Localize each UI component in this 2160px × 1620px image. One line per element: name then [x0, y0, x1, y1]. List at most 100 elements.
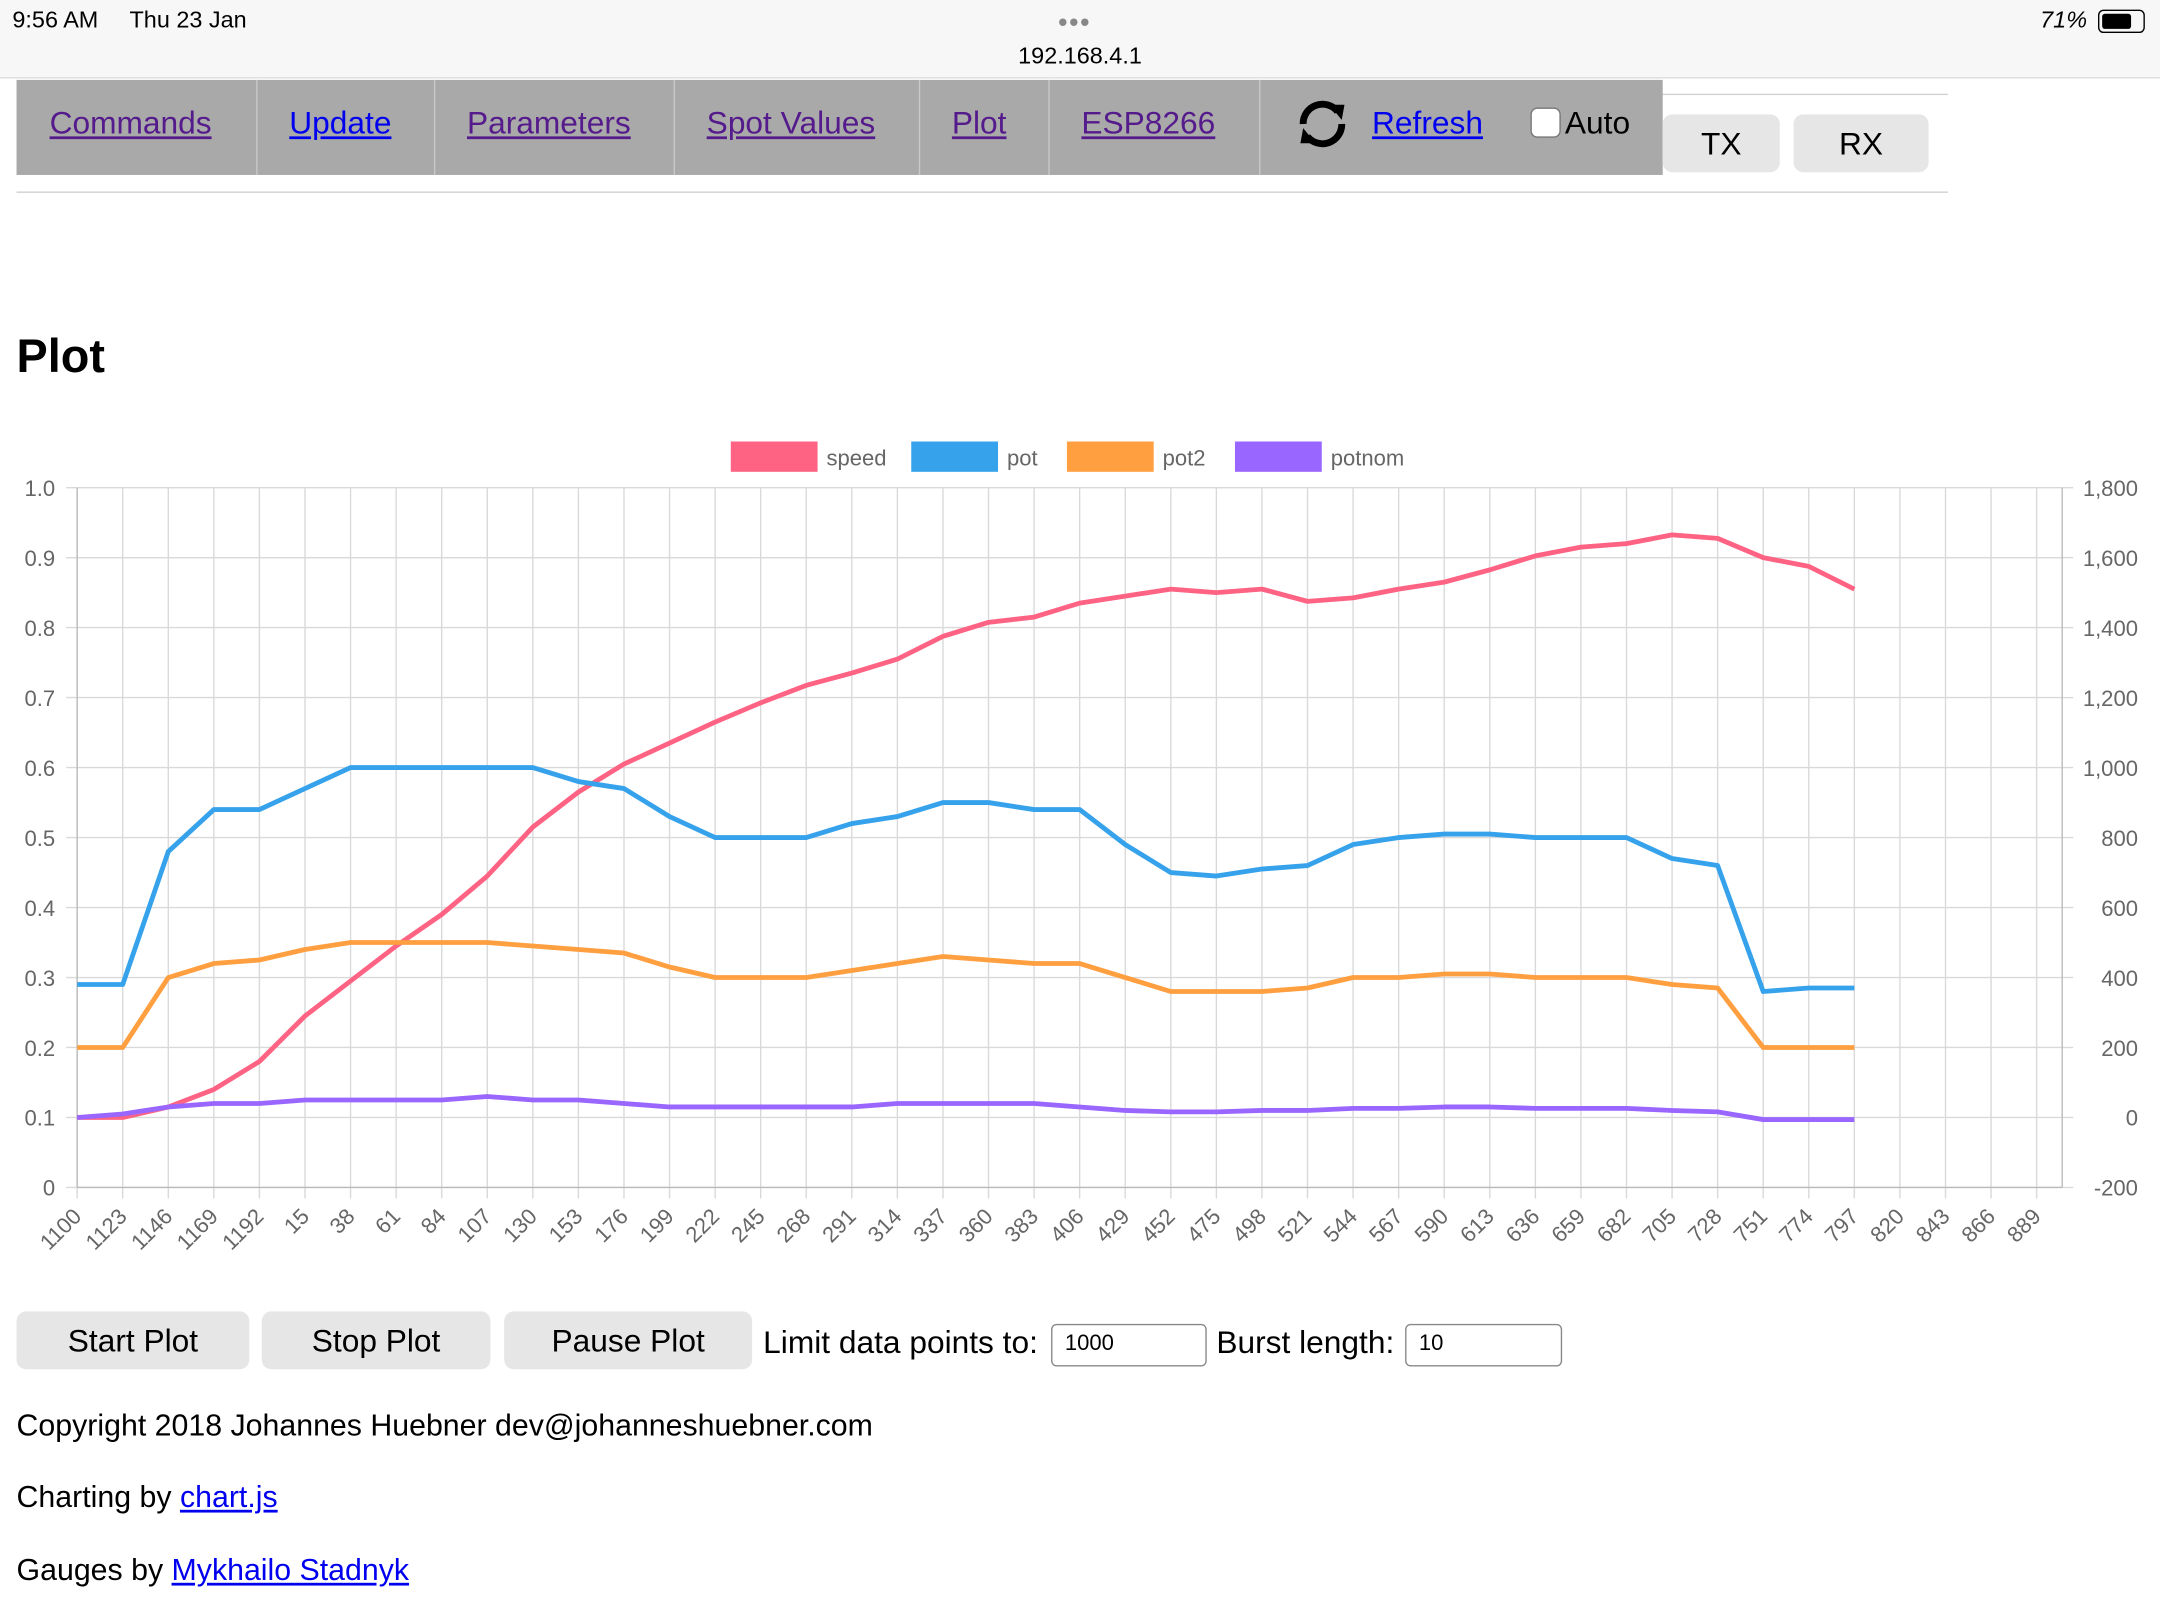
x-tick-label: 360: [954, 1204, 998, 1248]
legend-swatch: [730, 441, 818, 472]
x-tick-label: 498: [1227, 1204, 1271, 1248]
y2-tick-label: 800: [2101, 826, 2138, 851]
y-tick-label: 0.7: [24, 686, 55, 711]
x-tick-label: 406: [1045, 1204, 1089, 1248]
y2-tick-label: 1,400: [2083, 616, 2138, 641]
y2-tick-label: 600: [2101, 896, 2138, 921]
tx-button[interactable]: TX: [1662, 114, 1780, 173]
x-tick-label: 314: [863, 1204, 907, 1248]
footer-text: Charting by chart.js: [17, 1479, 278, 1515]
y-tick-label: 0: [43, 1176, 55, 1201]
y-tick-label: 1.0: [24, 476, 55, 501]
x-tick-label: 245: [726, 1204, 770, 1248]
series-line: [77, 765, 1855, 994]
url[interactable]: 192.168.4.1: [1018, 42, 1142, 69]
x-tick-label: 728: [1683, 1204, 1727, 1248]
x-tick-label: 590: [1410, 1204, 1454, 1248]
y2-tick-label: 0: [2126, 1106, 2138, 1131]
y-tick-label: 0.3: [24, 966, 55, 991]
legend-swatch: [1234, 441, 1322, 472]
y2-tick-label: 1,600: [2083, 546, 2138, 571]
refresh-icon[interactable]: [1292, 96, 1353, 151]
start-button[interactable]: Start Plot: [16, 1311, 250, 1370]
x-tick-label: 682: [1592, 1204, 1636, 1248]
y2-tick-label: -200: [2094, 1176, 2138, 1201]
nav-link[interactable]: Spot Values: [706, 104, 876, 141]
x-tick-label: 38: [325, 1204, 360, 1239]
limit-input[interactable]: 1000: [1051, 1323, 1207, 1367]
y2-tick-label: 1,000: [2083, 756, 2138, 781]
nav-bar: [16, 79, 1663, 175]
y-tick-label: 0.6: [24, 756, 55, 781]
x-tick-label: 337: [908, 1204, 952, 1248]
legend-swatch: [1066, 441, 1154, 472]
series-line: [77, 532, 1856, 1120]
x-tick-label: 199: [635, 1204, 679, 1248]
x-tick-label: 1146: [126, 1204, 177, 1255]
x-tick-label: 15: [279, 1204, 314, 1239]
pause-button[interactable]: Pause Plot: [504, 1311, 753, 1370]
y2-tick-label: 400: [2101, 966, 2138, 991]
x-tick-label: 61: [370, 1204, 405, 1239]
limit-label: Limit data points to:: [763, 1323, 1038, 1360]
y2-tick-label: 1,800: [2083, 476, 2138, 501]
footer-link[interactable]: chart.js: [179, 1479, 278, 1514]
y-tick-label: 0.2: [24, 1036, 55, 1061]
x-tick-label: 268: [772, 1204, 816, 1248]
x-tick-label: 429: [1091, 1204, 1135, 1248]
burst-input[interactable]: 10: [1405, 1323, 1563, 1367]
footer-link[interactable]: Mykhailo Stadnyk: [171, 1552, 410, 1587]
rx-button[interactable]: RX: [1793, 114, 1929, 173]
divider: [16, 191, 1948, 193]
y-tick-label: 0.4: [24, 896, 55, 921]
refresh-link[interactable]: Refresh: [1372, 104, 1483, 141]
burst-label: Burst length:: [1216, 1323, 1395, 1360]
nav-link[interactable]: Parameters: [466, 104, 631, 141]
x-tick-label: 820: [1865, 1204, 1909, 1248]
battery: 71%: [2040, 6, 2088, 34]
nav-link[interactable]: ESP8266: [1081, 104, 1216, 141]
x-tick-label: 130: [498, 1204, 542, 1248]
x-tick-label: 636: [1501, 1204, 1545, 1248]
date: Thu 23 Jan: [129, 6, 247, 34]
x-tick-label: 751: [1729, 1204, 1773, 1248]
legend-swatch: [911, 441, 999, 472]
dots: •••: [1057, 8, 1092, 39]
x-tick-label: 452: [1136, 1204, 1180, 1248]
auto-label: Auto: [1564, 104, 1631, 141]
copyright: Copyright 2018 Johannes Huebner dev@joha…: [16, 1407, 873, 1443]
y-tick-label: 0.8: [24, 616, 55, 641]
x-tick-label: 613: [1455, 1204, 1499, 1248]
x-tick-label: 84: [416, 1204, 451, 1239]
x-tick-label: 797: [1820, 1204, 1864, 1248]
y-tick-label: 0.5: [24, 826, 55, 851]
series-line: [77, 940, 1855, 1050]
x-tick-label: 866: [1956, 1204, 2000, 1248]
series-line: [76, 1094, 1855, 1122]
footer-prefix: Gauges by: [16, 1552, 164, 1587]
x-tick-label: 1123: [81, 1204, 132, 1255]
footer-prefix: Charting by: [16, 1479, 172, 1514]
y-tick-label: 0.9: [24, 546, 55, 571]
nav-link[interactable]: Plot: [951, 104, 1007, 141]
y2-tick-label: 200: [2101, 1036, 2138, 1061]
heading: Plot: [16, 330, 105, 383]
x-tick-label: 567: [1364, 1204, 1408, 1248]
x-tick-label: 383: [999, 1204, 1043, 1248]
footer-text: Gauges by Mykhailo Stadnyk: [17, 1552, 410, 1588]
y2-tick-label: 1,200: [2083, 686, 2138, 711]
auto-checkbox[interactable]: [1530, 107, 1561, 138]
legend-label: speed: [827, 446, 887, 471]
stop-button[interactable]: Stop Plot: [261, 1311, 491, 1370]
legend-label: pot: [1007, 446, 1038, 471]
nav-link[interactable]: Update: [289, 104, 392, 141]
x-tick-label: 774: [1774, 1204, 1818, 1248]
x-tick-label: 659: [1546, 1204, 1590, 1248]
nav-link[interactable]: Commands: [49, 104, 212, 141]
battery-icon: [2098, 9, 2145, 34]
time: 9:56 AM: [12, 6, 99, 34]
x-tick-label: 705: [1637, 1204, 1681, 1248]
x-tick-label: 1100: [35, 1204, 86, 1255]
chart: 0 0.1 0.2 0.3 0.4 0.5 0.6 0.7 0.8 0.9 1.0 -200 0 200 4…: [24, 441, 2138, 1255]
